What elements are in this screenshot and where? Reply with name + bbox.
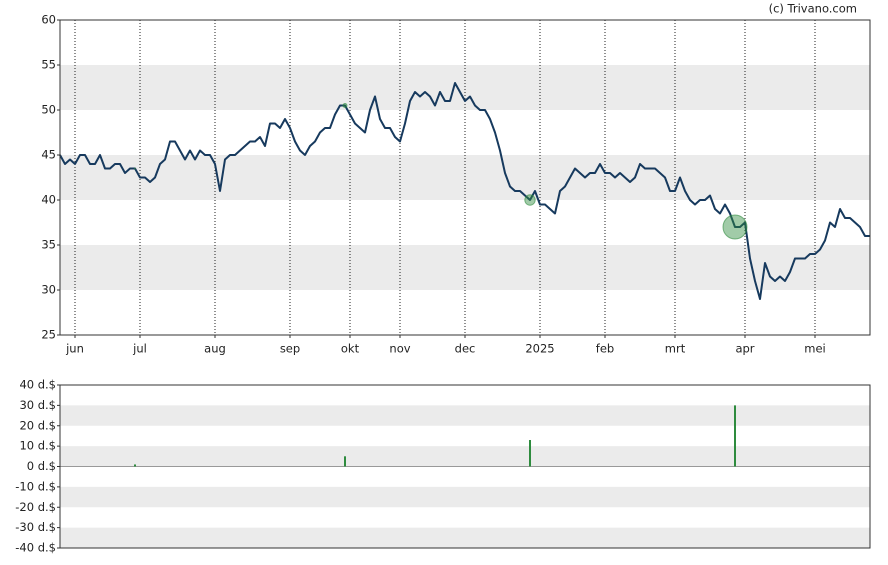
y-tick-label: -10 d.$ [15,479,56,493]
dividend-marker [342,103,348,108]
y-tick-label: 10 d.$ [19,439,56,453]
y-tick-label: 30 d.$ [19,398,56,412]
y-tick-label: 50 [41,103,56,117]
x-tick-label: mei [804,342,825,356]
bar [134,464,136,467]
band [60,486,870,508]
x-tick-label: apr [735,342,754,356]
x-tick-label: jul [132,342,147,356]
x-tick-label: aug [204,342,226,356]
x-tick-label: jun [65,342,84,356]
dividend-marker [524,194,536,206]
y-tick-label: 40 d.$ [19,378,56,392]
y-tick-label: 35 [41,238,56,252]
dividend-marker [134,167,136,170]
y-tick-label: -30 d.$ [15,520,56,534]
x-tick-label: 2025 [525,342,554,356]
y-tick-label: 30 [41,283,56,297]
band [60,245,870,290]
band [60,65,870,110]
dividend-marker [722,214,748,240]
bar [344,456,346,467]
plot-frame [59,19,871,336]
x-tick-label: mrt [665,342,686,356]
band [60,405,870,426]
band [60,155,870,200]
y-tick-label: 0 d.$ [27,459,56,473]
y-tick-label: 55 [41,58,56,72]
y-tick-label: -20 d.$ [15,500,56,514]
price-line [59,82,870,300]
band [60,527,870,548]
x-tick-label: nov [389,342,410,356]
y-tick-label: -40 d.$ [15,541,56,555]
y-tick-label: 60 [41,13,56,27]
y-tick-label: 45 [41,148,56,162]
x-tick-label: okt [341,342,360,356]
bar [734,405,736,467]
x-tick-label: feb [596,342,614,356]
plot-frame [59,384,871,549]
x-tick-label: sep [280,342,300,356]
bar [529,440,531,467]
band [60,446,870,467]
credit: (c) Trivano.com [769,2,857,16]
x-tick-label: dec [455,342,476,356]
y-tick-label: 20 d.$ [19,418,56,432]
y-tick-label: 25 [41,328,56,342]
y-tick-label: 40 [41,193,56,207]
